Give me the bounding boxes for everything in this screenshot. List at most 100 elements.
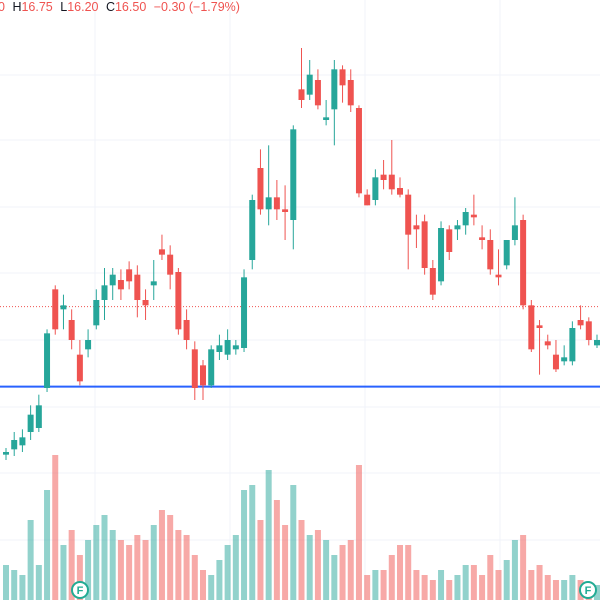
candle-body	[552, 354, 559, 370]
candle-body	[314, 80, 321, 106]
volume-bar	[175, 530, 182, 600]
header-value: 16.50	[115, 0, 146, 14]
candle-body	[249, 200, 256, 260]
candle-body	[594, 340, 600, 346]
candle-body	[44, 333, 51, 388]
candle-body	[544, 341, 551, 346]
candle-body	[421, 221, 428, 268]
volume-bar	[479, 575, 486, 600]
volume-bar	[35, 565, 42, 600]
candle-body	[470, 214, 477, 218]
header-value: 16.20	[67, 0, 98, 14]
volume-bar	[44, 490, 51, 600]
candle-body	[93, 300, 100, 326]
candle-body	[380, 174, 387, 180]
volume-bar	[200, 570, 206, 600]
volume-bar	[60, 545, 67, 600]
candle-body	[429, 268, 436, 295]
volume-bar	[462, 565, 469, 600]
event-marker[interactable]	[579, 581, 597, 599]
candle-body	[175, 272, 182, 330]
candle-body	[183, 320, 190, 340]
candle-body	[511, 225, 518, 240]
candle-body	[388, 174, 395, 190]
candle-body	[438, 228, 445, 282]
volume-bar	[249, 485, 256, 600]
volume-bar	[11, 570, 18, 600]
volume-bar	[19, 575, 26, 600]
candle-body	[52, 289, 59, 330]
volume-bar	[536, 565, 543, 600]
volume-bar	[232, 535, 239, 600]
candle-body	[126, 269, 133, 282]
candle-body	[479, 237, 486, 240]
candle-body	[3, 452, 9, 455]
volume-bar	[68, 530, 75, 600]
candle-body	[224, 340, 231, 355]
volume-bar	[134, 535, 141, 600]
volume-bar	[446, 580, 453, 600]
candle-body	[85, 340, 92, 350]
volume-pane	[3, 455, 600, 600]
volume-bar	[364, 575, 371, 600]
candle-body	[11, 440, 18, 450]
candle-body	[68, 320, 75, 340]
volume-bar	[27, 520, 34, 600]
volume-bar	[208, 575, 215, 600]
candle-body	[158, 249, 165, 255]
volume-bar	[347, 540, 354, 600]
candle-body	[577, 320, 584, 326]
candle-body	[339, 69, 346, 86]
volume-bar	[503, 560, 510, 600]
volume-bar	[183, 535, 190, 600]
volume-bar	[191, 555, 198, 600]
volume-bar	[372, 570, 379, 600]
volume-bar	[397, 545, 403, 600]
volume-bar	[380, 570, 387, 600]
volume-bar	[3, 565, 9, 600]
candle-body	[454, 225, 461, 230]
volume-bar	[569, 575, 576, 600]
volume-bar	[282, 525, 289, 600]
candle-body	[413, 225, 420, 230]
header-key: H	[12, 0, 21, 14]
candle-body	[503, 240, 510, 266]
volume-bar	[241, 490, 248, 600]
volume-bar	[150, 525, 157, 600]
candle-body	[487, 240, 494, 270]
candle-body	[520, 220, 527, 306]
candle-body	[27, 414, 34, 432]
candle-body	[117, 280, 124, 290]
volume-bar	[528, 570, 535, 600]
volume-bar	[561, 580, 568, 600]
volume-bar	[117, 540, 124, 600]
volume-bar	[224, 545, 231, 600]
candle-body	[60, 305, 67, 310]
candle-body	[150, 281, 157, 286]
candle-body	[241, 277, 248, 348]
candle-body	[216, 345, 223, 352]
candle-body	[19, 437, 26, 446]
candle-body	[528, 305, 535, 350]
volume-bar	[314, 530, 321, 600]
event-marker[interactable]	[71, 581, 89, 599]
candle-body	[446, 229, 453, 252]
candle-body	[257, 168, 264, 210]
volume-bar	[216, 560, 223, 600]
volume-bar	[257, 520, 264, 600]
candle-body	[101, 285, 108, 300]
volume-bar	[101, 515, 108, 600]
volume-bar	[167, 515, 174, 600]
candle-body	[298, 89, 305, 100]
volume-bar	[470, 565, 477, 600]
volume-bar	[487, 555, 494, 600]
volume-bar	[126, 545, 133, 600]
volume-bar	[290, 485, 297, 600]
candle-body	[191, 349, 198, 388]
volume-bar	[93, 525, 100, 600]
candle-body	[265, 197, 272, 210]
volume-bar	[355, 465, 362, 600]
volume-bar	[594, 585, 600, 600]
volume-bar	[405, 545, 412, 600]
candle-body	[142, 300, 149, 306]
